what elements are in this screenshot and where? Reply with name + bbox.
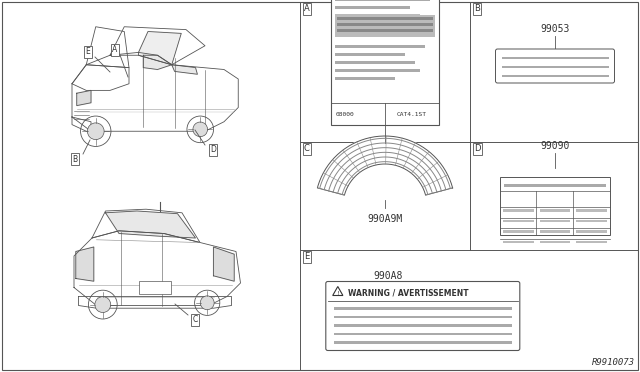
Text: 14805: 14805 (371, 147, 400, 157)
FancyBboxPatch shape (495, 49, 614, 83)
Polygon shape (143, 55, 172, 70)
Text: 990A9M: 990A9M (367, 214, 403, 224)
Text: C: C (304, 144, 310, 153)
Text: A: A (113, 45, 118, 55)
Bar (503, 209, 534, 212)
Bar (502, 74, 609, 77)
Bar (337, 23, 433, 26)
Bar (335, 45, 425, 48)
Text: 990A8: 990A8 (373, 271, 403, 281)
Bar (337, 29, 433, 32)
Bar (335, 77, 395, 80)
Bar (502, 57, 609, 59)
Polygon shape (214, 247, 234, 281)
Bar (334, 333, 512, 335)
Text: B: B (72, 154, 77, 164)
Circle shape (81, 116, 111, 147)
Text: C: C (193, 315, 198, 324)
Circle shape (88, 123, 104, 140)
Bar (540, 241, 570, 243)
Bar (540, 220, 570, 222)
Bar (577, 209, 607, 212)
Circle shape (95, 297, 111, 312)
Polygon shape (106, 211, 195, 238)
Bar (503, 230, 534, 233)
Polygon shape (138, 32, 181, 65)
Bar (500, 177, 610, 235)
Bar (335, 69, 420, 72)
Polygon shape (79, 296, 232, 308)
Polygon shape (86, 27, 129, 68)
Bar (334, 307, 512, 310)
Circle shape (193, 122, 207, 137)
Text: B: B (474, 4, 480, 13)
Polygon shape (74, 231, 241, 305)
Bar (334, 324, 512, 327)
Bar (334, 315, 512, 318)
Bar (540, 209, 570, 212)
Circle shape (200, 296, 214, 310)
Text: A: A (304, 4, 310, 13)
Polygon shape (72, 52, 238, 131)
Bar (331, 0, 439, 125)
Polygon shape (92, 209, 200, 243)
Bar (335, 6, 410, 9)
Text: 99090: 99090 (540, 141, 570, 151)
Polygon shape (110, 27, 205, 65)
Bar (577, 241, 607, 243)
Bar (335, 0, 430, 1)
Bar (577, 220, 607, 222)
Circle shape (195, 290, 220, 315)
Circle shape (187, 116, 214, 142)
Text: 99053: 99053 (540, 24, 570, 34)
Text: 08000: 08000 (335, 112, 355, 116)
Circle shape (88, 290, 117, 319)
Polygon shape (77, 90, 91, 106)
FancyBboxPatch shape (326, 282, 520, 350)
Polygon shape (76, 247, 94, 281)
Polygon shape (72, 117, 91, 131)
Bar (504, 184, 606, 187)
Text: CAT4.1ST: CAT4.1ST (397, 112, 427, 116)
Bar (139, 281, 172, 294)
Polygon shape (72, 65, 129, 90)
Text: E: E (304, 252, 309, 261)
Bar (335, 53, 405, 56)
Text: WARNING / AVERTISSEMENT: WARNING / AVERTISSEMENT (348, 288, 468, 297)
Bar (335, 13, 420, 17)
Bar (335, 61, 415, 64)
Bar (503, 241, 534, 243)
Bar (335, 15, 435, 37)
Bar (337, 17, 433, 20)
Bar (502, 65, 609, 68)
Bar (334, 341, 512, 343)
Text: D: D (210, 145, 216, 154)
Polygon shape (317, 136, 452, 195)
Bar (577, 230, 607, 233)
Text: R9910073: R9910073 (592, 358, 635, 367)
Text: D: D (474, 144, 481, 153)
Polygon shape (172, 65, 197, 74)
Bar (540, 230, 570, 233)
Bar (503, 220, 534, 222)
Text: E: E (86, 48, 90, 57)
Text: !: ! (337, 291, 339, 296)
